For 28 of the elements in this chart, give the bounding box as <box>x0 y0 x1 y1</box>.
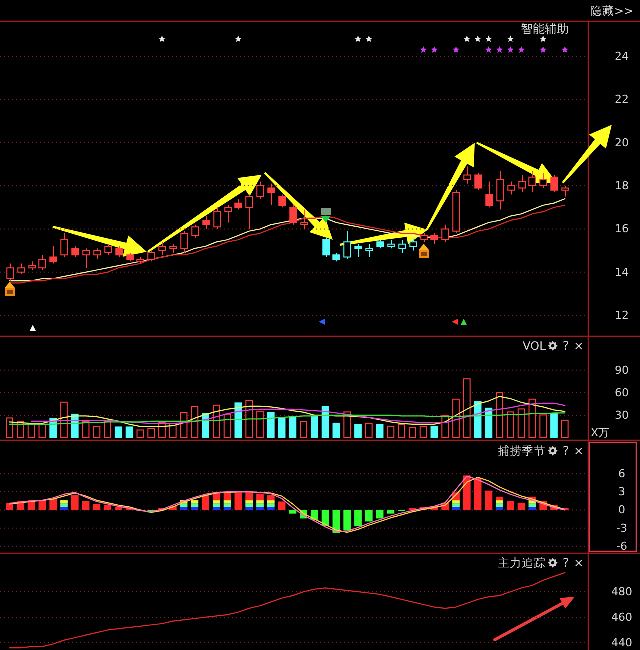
y-tick-label: -6 <box>616 540 628 554</box>
text: × <box>574 339 584 353</box>
y-tick-label: 20 <box>615 136 629 150</box>
y-tick-label: 0 <box>618 504 626 517</box>
y-tick-label: 60 <box>615 386 629 400</box>
chart-title: VOL <box>522 339 547 353</box>
y-tick-label: 18 <box>615 180 629 193</box>
y-tick-label: 460 <box>612 610 632 624</box>
text: × <box>574 556 584 570</box>
chart-title: 捕捞季节 <box>498 444 546 458</box>
y-tick-label: -3 <box>616 522 628 535</box>
y-tick-label: 30 <box>615 408 629 422</box>
y-tick-label: 3 <box>618 486 626 499</box>
y-tick-label: 14 <box>615 266 629 279</box>
chart-title: 主力追踪 <box>498 556 546 570</box>
annotation: ? <box>562 556 570 570</box>
y-tick-label: 90 <box>615 364 629 377</box>
y-tick-label: 22 <box>615 93 629 106</box>
text: × <box>574 444 584 458</box>
y-tick-label: 12 <box>615 309 629 322</box>
annotation: ? <box>562 339 570 353</box>
annotation: ? <box>562 444 570 458</box>
y-tick-label: 24 <box>615 50 629 64</box>
y-tick-label: 440 <box>612 636 632 650</box>
y-tick-label: 16 <box>615 222 629 236</box>
y-tick-label: 480 <box>612 585 632 598</box>
y-axis-title: X万 <box>591 426 610 440</box>
y-tick-label: 6 <box>618 467 626 480</box>
